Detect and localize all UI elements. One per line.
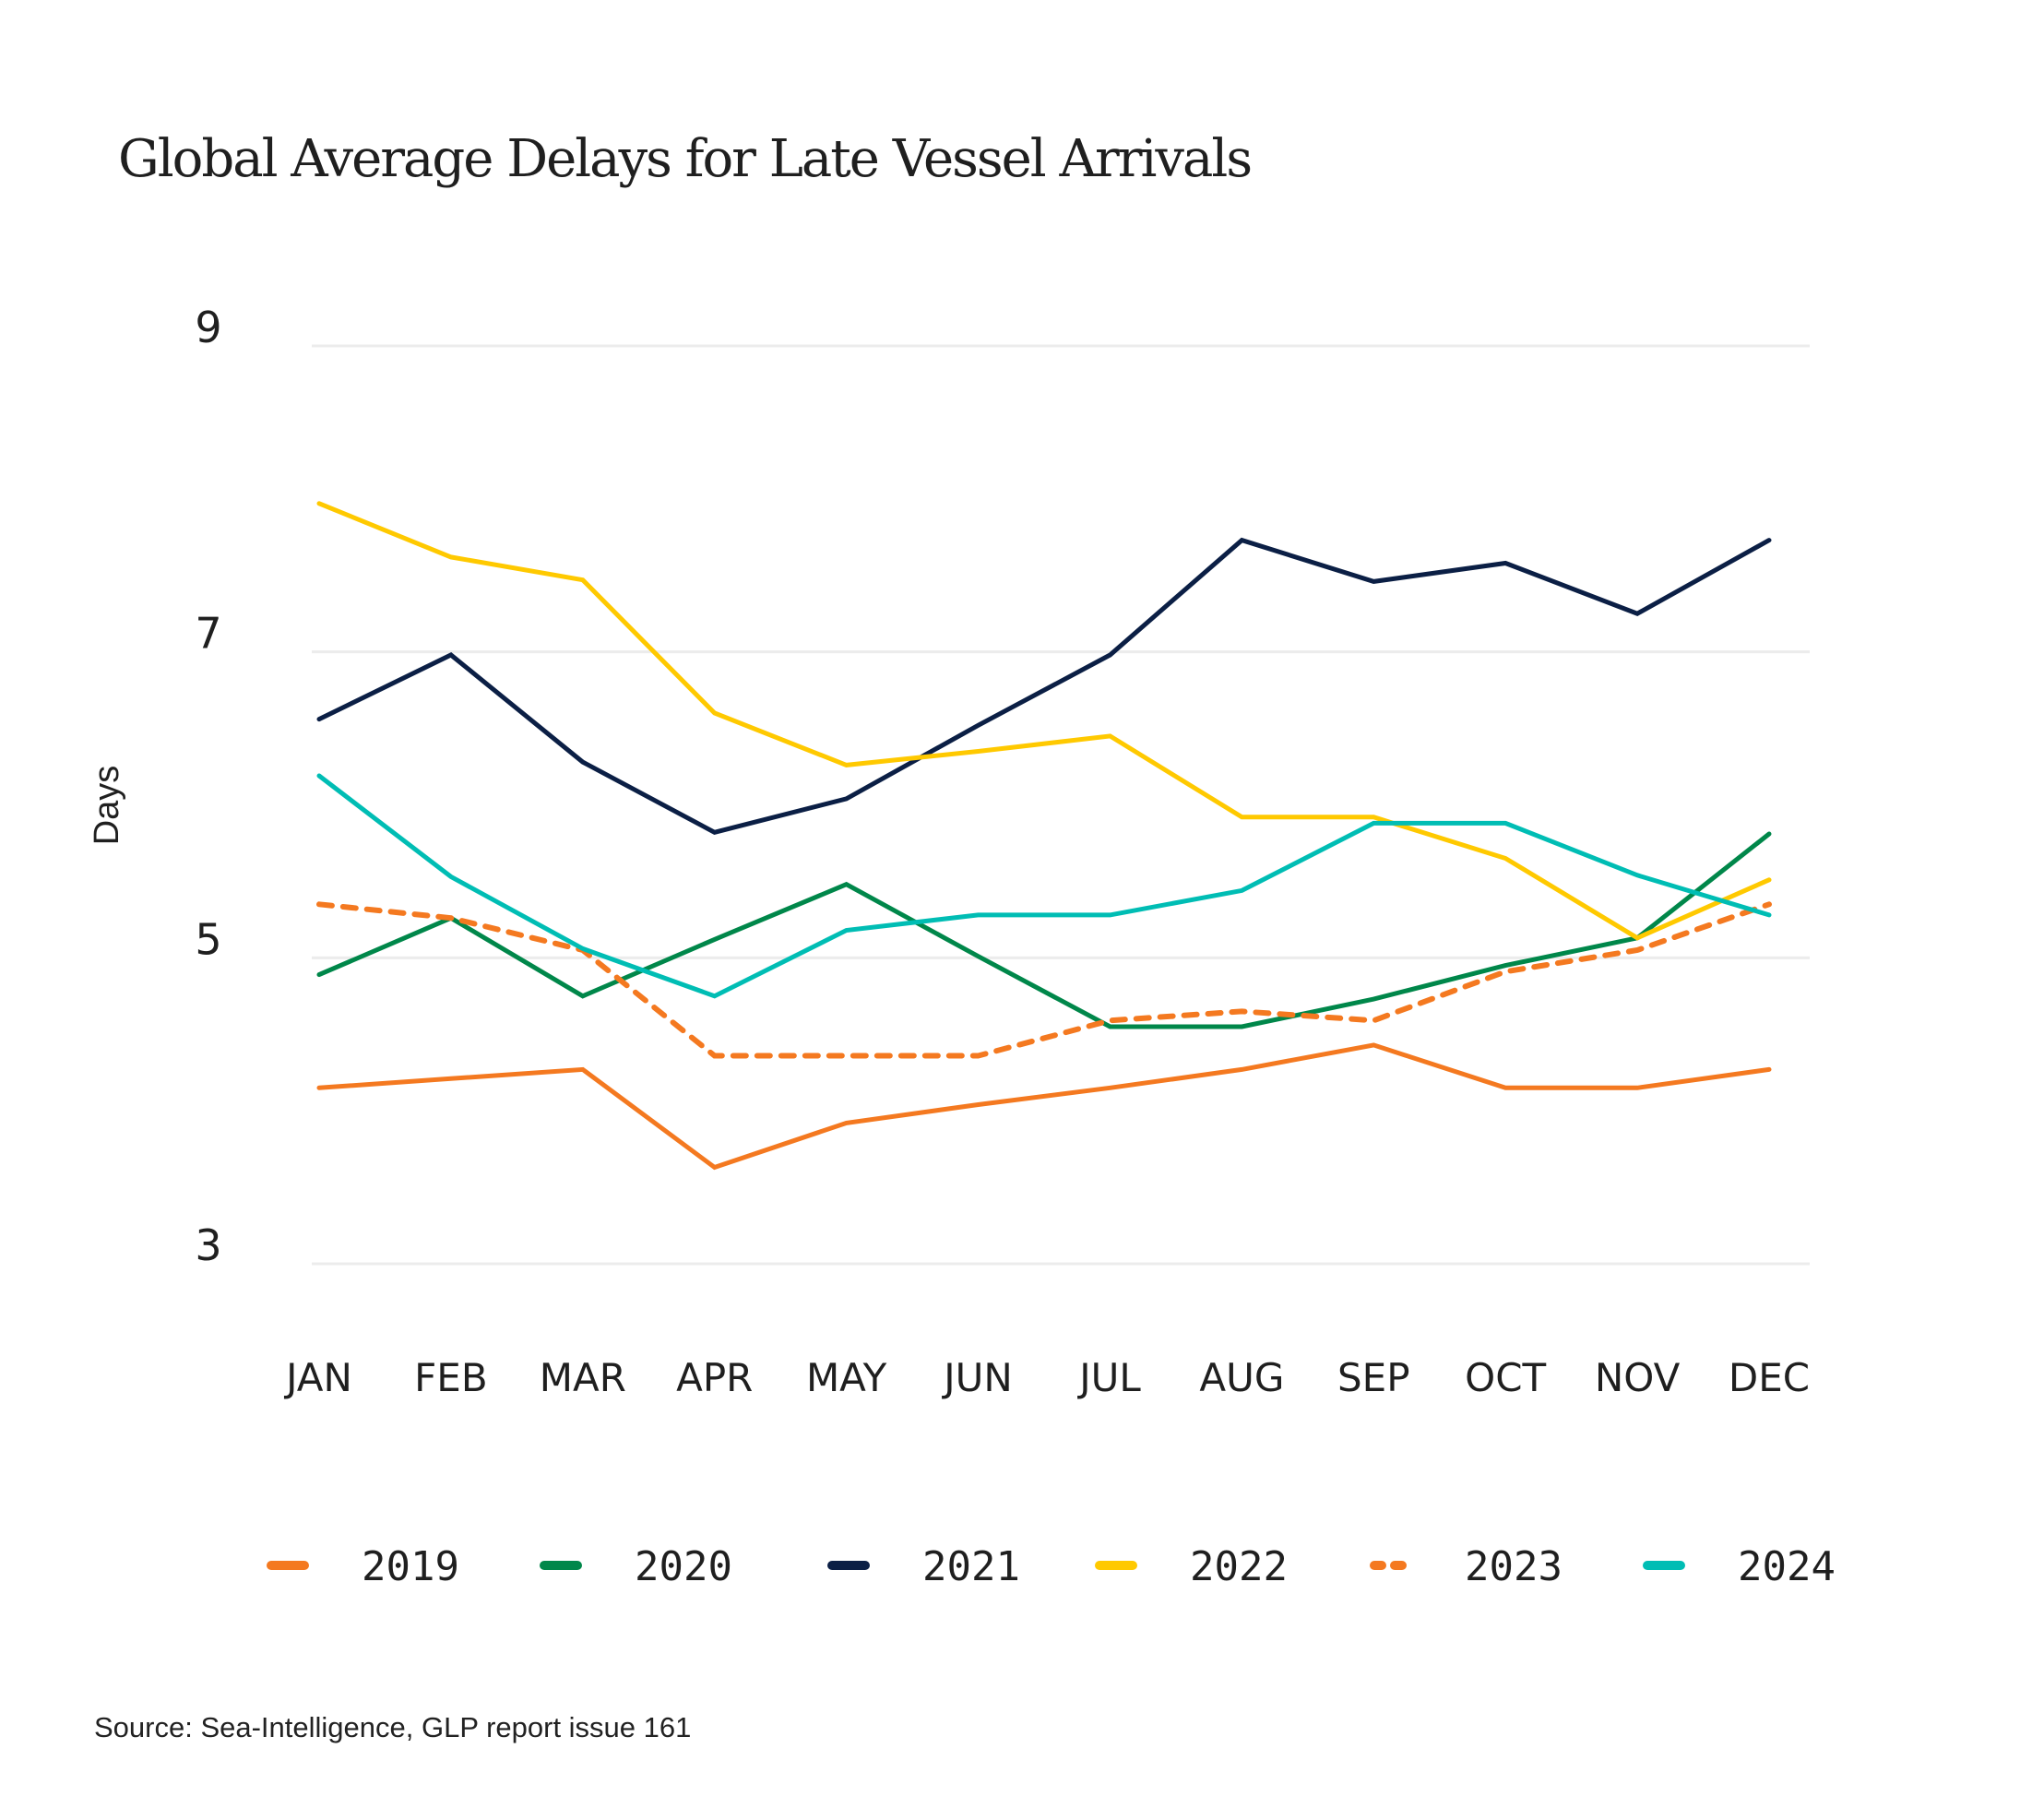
x-tick-label: FEB — [414, 1355, 488, 1400]
legend-item-2021: 2021 — [827, 1543, 1020, 1590]
legend-item-2020: 2020 — [540, 1543, 732, 1590]
legend-label: 2021 — [922, 1543, 1020, 1590]
series-line-2019 — [316, 1042, 1772, 1171]
x-tick-label: JUL — [1076, 1355, 1141, 1400]
legend-label: 2020 — [635, 1543, 732, 1590]
x-tick-label: OCT — [1465, 1355, 1546, 1400]
legend-item-2022: 2022 — [1095, 1543, 1288, 1590]
series-line-2022 — [316, 501, 1772, 941]
x-tick-label: APR — [676, 1355, 753, 1400]
y-tick-label: 5 — [195, 914, 221, 964]
chart-title: Global Average Delays for Late Vessel Ar… — [118, 129, 1253, 189]
legend-item-2024: 2024 — [1643, 1543, 1836, 1590]
x-tick-label: MAR — [540, 1355, 626, 1400]
gridlines — [312, 344, 1810, 1266]
legend-label: 2022 — [1190, 1543, 1288, 1590]
y-tick-label: 7 — [195, 609, 221, 659]
y-tick-label: 3 — [195, 1220, 221, 1270]
series-line-2020 — [316, 831, 1772, 1029]
legend-item-2019: 2019 — [267, 1543, 459, 1590]
legend-label: 2023 — [1465, 1543, 1563, 1590]
series-lines — [316, 501, 1772, 1171]
legend-label: 2024 — [1738, 1543, 1836, 1590]
y-tick-label: 9 — [195, 303, 221, 352]
x-tick-label: AUG — [1199, 1355, 1284, 1400]
x-tick-label: MAY — [806, 1355, 887, 1400]
legend-item-2023: 2023 — [1370, 1543, 1563, 1590]
series-line-2024 — [316, 773, 1772, 999]
legend: 2019 2020 2021 2022 2023 2024 — [267, 1543, 1836, 1590]
x-tick-label: DEC — [1729, 1355, 1810, 1400]
x-axis-ticks: JAN FEB MAR APR MAY JUN JUL AUG SEP OCT NOV DEC — [283, 1355, 1810, 1400]
series-line-2023 — [316, 901, 1772, 1059]
legend-label: 2019 — [362, 1543, 459, 1590]
x-tick-label: JAN — [283, 1355, 352, 1400]
source-note: Source: Sea-Intelligence, GLP report iss… — [94, 1711, 692, 1743]
y-axis-ticks: 3 5 7 9 — [195, 303, 221, 1270]
x-tick-label: JUN — [941, 1355, 1013, 1400]
x-tick-label: SEP — [1337, 1355, 1410, 1400]
series-line-2021 — [316, 537, 1772, 835]
y-axis-title: Days — [88, 766, 126, 846]
x-tick-label: NOV — [1595, 1355, 1681, 1400]
